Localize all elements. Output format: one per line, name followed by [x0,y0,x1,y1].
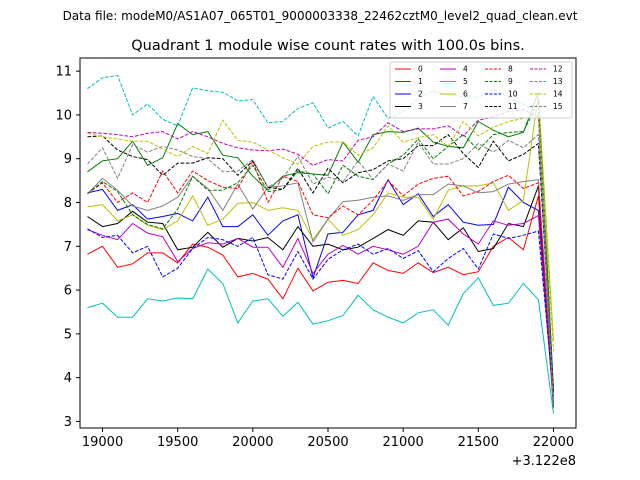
legend-label-4: 4 [463,65,468,74]
series-line-0 [87,195,554,409]
series-line-11 [87,133,554,394]
y-tick-label: 10 [55,108,72,123]
chart-suptitle: Data file: modeM0/AS1A07_065T01_90000033… [63,9,578,23]
legend-label-8: 8 [508,65,513,74]
x-tick-label: 22000 [533,435,574,450]
x-tick-label: 19000 [82,435,123,450]
y-tick-label: 9 [64,152,72,167]
x-axis: 19000 19500 20000 20500 21000 21500 22000 [82,428,574,450]
legend-frame [389,61,573,119]
legend-label-3: 3 [418,102,423,111]
legend-label-11: 11 [508,102,518,111]
y-tick-label: 7 [64,240,72,255]
legend-label-2: 2 [418,90,423,99]
series-line-3 [87,185,554,407]
legend-label-9: 9 [508,77,513,86]
legend-label-7: 7 [463,102,468,111]
series-line-6 [87,95,554,341]
y-tick-label: 3 [64,415,72,430]
legend-label-0: 0 [418,65,423,74]
series-line-1 [87,92,554,391]
series-lines [87,74,554,414]
y-tick-label: 8 [64,196,72,211]
legend-label-1: 1 [418,77,423,86]
y-tick-label: 4 [64,371,72,386]
series-line-14 [87,113,554,352]
x-tick-label: 21500 [458,435,499,450]
legend-label-14: 14 [553,90,563,99]
series-line-2 [87,178,554,400]
series-line-8 [87,159,554,409]
y-tick-label: 11 [55,65,72,80]
y-axis: 3 4 5 6 7 8 9 10 11 [55,65,80,430]
y-tick-label: 6 [64,284,72,299]
series-line-4 [87,214,554,404]
series-line-15 [87,133,554,399]
x-tick-label: 20000 [232,435,273,450]
legend-label-15: 15 [553,102,563,111]
legend-label-12: 12 [553,65,563,74]
x-tick-label: 20500 [307,435,348,450]
x-tick-label: 19500 [157,435,198,450]
series-line-5 [87,268,554,414]
x-tick-label: 21000 [382,435,423,450]
x-axis-offset-label: +3.122e8 [512,454,576,469]
chart-title: Quadrant 1 module wise count rates with … [131,38,525,54]
legend-label-6: 6 [463,90,468,99]
legend-label-5: 5 [463,77,468,86]
y-tick-label: 5 [64,327,72,342]
legend-label-13: 13 [553,77,563,86]
series-line-10 [87,228,554,396]
series-line-7 [87,175,554,398]
series-line-9 [87,99,554,390]
series-line-13 [87,74,554,409]
legend-label-10: 10 [508,90,518,99]
series-line-12 [87,109,554,409]
